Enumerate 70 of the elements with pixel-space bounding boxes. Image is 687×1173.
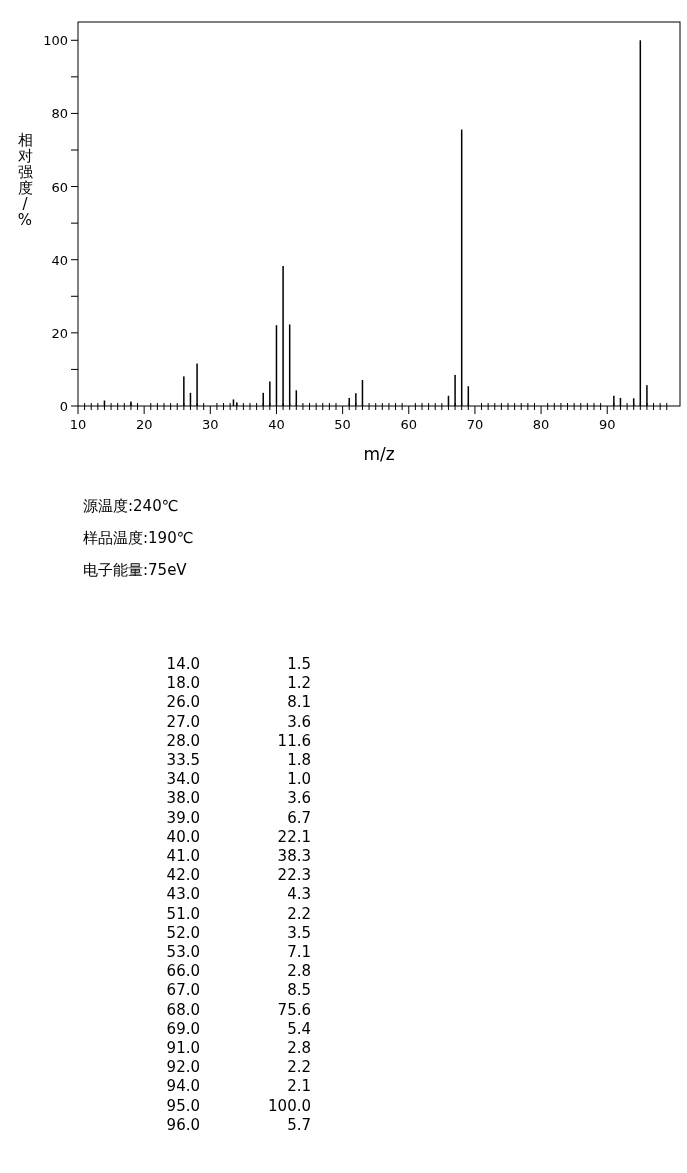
x-tick-label: 20 — [135, 417, 153, 432]
text: 5.4 — [287, 1019, 311, 1038]
text: 38.0 — [166, 789, 200, 808]
text: 94.0 — [166, 1077, 200, 1096]
y-tick-label: 100 — [43, 33, 68, 49]
x-tick-label: 70 — [466, 417, 484, 432]
x-tick-label: 80 — [532, 417, 550, 432]
text: 2.2 — [287, 904, 311, 923]
text: 26.0 — [166, 693, 200, 712]
text: 51.0 — [166, 904, 200, 923]
text: 69.0 — [166, 1019, 200, 1038]
text: 源温度:240℃ — [83, 497, 179, 515]
x-tick-label: 50 — [334, 417, 351, 432]
y-tick-label: 0 — [59, 399, 68, 414]
text: 电子能量:75eV — [83, 561, 188, 579]
y-tick-label: 40 — [51, 252, 68, 268]
x-tick-label: 30 — [202, 417, 219, 432]
text: 22.3 — [277, 866, 311, 885]
text: 34.0 — [166, 770, 200, 789]
y-tick-label: 20 — [51, 325, 68, 341]
y-axis-title: 相对强度/% — [17, 131, 33, 229]
text: 100.0 — [268, 1096, 311, 1115]
text: 1.2 — [287, 674, 311, 693]
text: 39.0 — [166, 808, 200, 827]
text: 33.5 — [166, 751, 200, 769]
text: 75.6 — [277, 1000, 311, 1019]
text: 41.0 — [166, 847, 200, 865]
text: 28.0 — [166, 731, 200, 750]
x-tick-label: 40 — [268, 417, 285, 432]
text: 42.0 — [166, 866, 200, 885]
text: 95.0 — [166, 1096, 200, 1115]
text: 6.7 — [287, 808, 311, 827]
text: 3.6 — [287, 712, 311, 731]
text: 68.0 — [166, 1000, 200, 1019]
text: 27.0 — [166, 712, 200, 731]
text: 4.3 — [287, 885, 311, 904]
text: 7.1 — [287, 943, 311, 961]
text: 53.0 — [166, 943, 200, 961]
text: 2.8 — [287, 962, 311, 981]
y-tick-label: 60 — [51, 179, 68, 195]
text: 样品温度:190℃ — [83, 529, 194, 547]
text: 67.0 — [166, 981, 200, 1000]
text: 8.5 — [287, 981, 311, 1000]
text: 66.0 — [166, 962, 200, 981]
text: 1.0 — [287, 770, 311, 789]
x-tick-label: 10 — [69, 417, 87, 432]
text: 22.1 — [277, 827, 311, 846]
text: 92.0 — [166, 1058, 200, 1077]
x-tick-label: 60 — [400, 417, 418, 432]
text: 96.0 — [166, 1115, 200, 1134]
text: 40.0 — [166, 827, 200, 846]
text: 1.8 — [287, 751, 311, 769]
text: 18.0 — [166, 674, 200, 693]
text: 2.1 — [287, 1077, 311, 1096]
text: 14.0 — [166, 655, 200, 673]
text: 2.2 — [287, 1058, 311, 1077]
text: 5.7 — [287, 1115, 311, 1134]
x-tick-label: 90 — [598, 417, 616, 432]
text: 52.0 — [166, 923, 200, 942]
text: 91.0 — [166, 1039, 200, 1057]
text: 3.5 — [287, 923, 311, 942]
y-tick-label: 80 — [51, 106, 68, 122]
text: 2.8 — [287, 1039, 311, 1057]
x-axis-title: m/z — [363, 444, 395, 464]
text: 3.6 — [287, 789, 311, 808]
text: 8.1 — [287, 693, 311, 712]
text: 43.0 — [166, 885, 200, 904]
text: 11.6 — [277, 731, 311, 750]
text: 1.5 — [287, 655, 311, 673]
text: 38.3 — [277, 847, 311, 865]
